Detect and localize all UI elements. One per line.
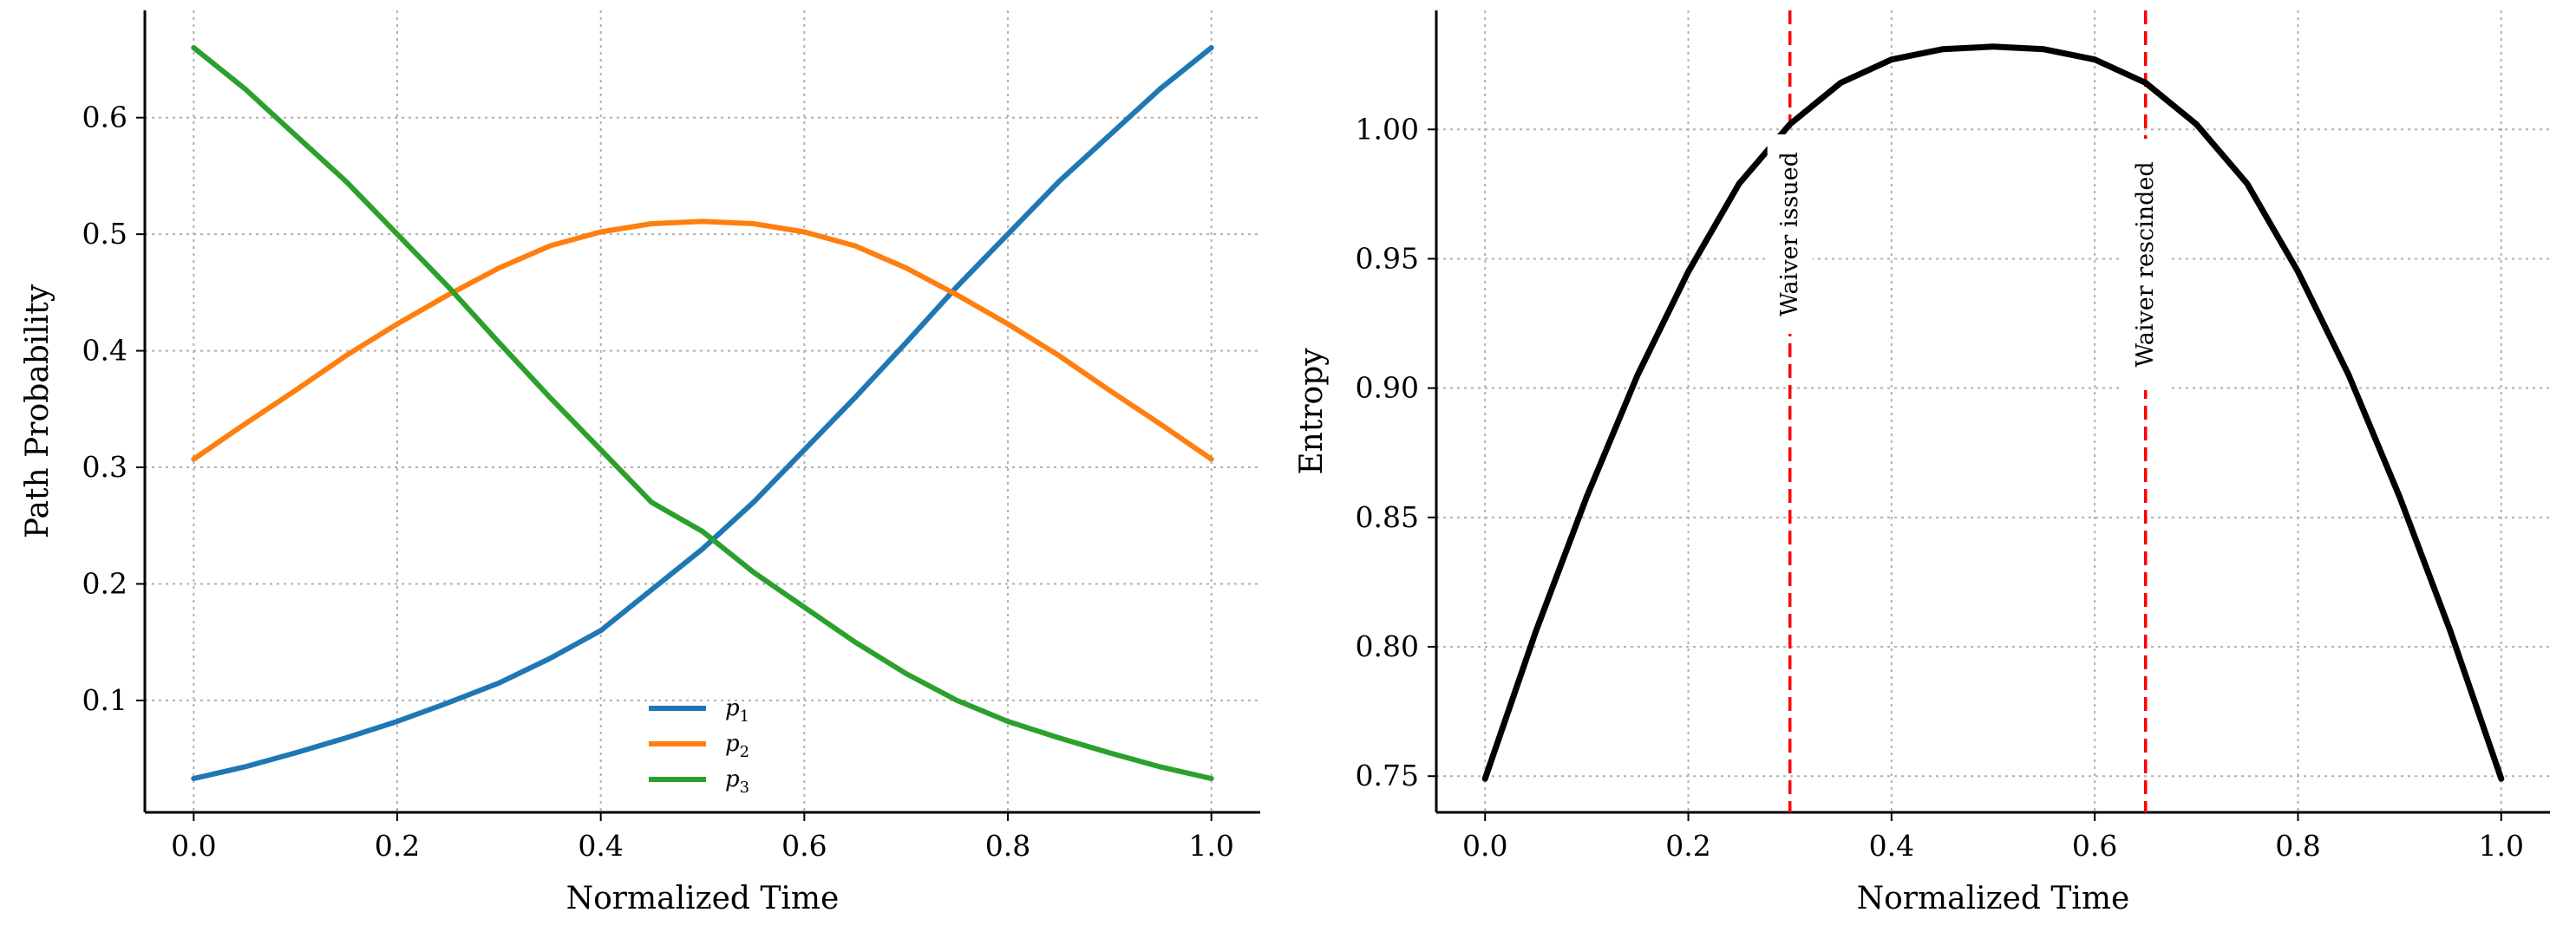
legend-label-name: p [725,695,740,721]
x-tick-label: 0.2 [1665,829,1710,863]
legend-label: p1 [725,695,749,726]
y-axis-title: Entropy [1294,348,1330,475]
annotation-label: Waiver rescinded [2132,161,2159,367]
annotation-box [2122,139,2168,390]
series-line [191,45,1214,781]
y-tick-label: 0.3 [82,450,127,484]
legend-label: p3 [725,766,749,797]
y-tick-label: 0.4 [82,334,127,368]
x-tick-label: 0.8 [2275,829,2320,863]
x-tick-label: 0.0 [1462,829,1507,863]
x-tick-label: 0.0 [171,829,216,863]
x-axis-title: Normalized Time [566,881,840,916]
annotation-box [1767,134,1813,334]
y-tick-label: 0.5 [82,217,127,251]
y-tick-label: 0.95 [1356,241,1419,275]
x-tick-label: 0.6 [2072,829,2117,863]
x-axis-title: Normalized Time [1857,881,2130,916]
legend-label-subscript: 3 [740,779,749,797]
y-tick-label: 0.1 [82,683,127,717]
y-tick-label: 0.90 [1356,371,1419,405]
legend-label: p2 [725,731,749,761]
path-probability-panel: 0.0 0.2 0.4 0.6 0.8 1.0 0.1 0.2 0.3 0.4 0.5 0.6 Norm… [20,10,1260,916]
x-tick-label: 0.4 [1869,829,1914,863]
series-line [191,45,1214,781]
series-line [1481,43,2505,782]
x-tick-label: 0.2 [375,829,420,863]
y-tick-label: 1.00 [1356,112,1419,146]
x-tick-label: 1.0 [1188,829,1233,863]
legend-label-name: p [725,731,740,757]
x-tick-label: 0.8 [985,829,1030,863]
legend-label-subscript: 2 [740,743,749,761]
y-tick-label: 0.6 [82,101,127,134]
legend-label-subscript: 1 [740,707,749,726]
y-axis-title: Path Probability [20,284,56,538]
y-tick-label: 0.80 [1356,629,1419,663]
y-tick-label: 0.75 [1356,759,1419,792]
annotation-label: Waiver issued [1776,152,1803,316]
y-tick-label: 0.85 [1356,500,1419,534]
x-tick-label: 0.4 [578,829,623,863]
series-line [191,218,1214,462]
legend-label-name: p [725,766,740,792]
x-tick-label: 0.6 [781,829,827,863]
entropy-panel: 0.0 0.2 0.4 0.6 0.8 1.0 0.75 0.80 0.85 0.90 0.95 1.… [1294,10,2550,916]
x-tick-label: 1.0 [2479,829,2524,863]
y-tick-label: 0.2 [82,566,127,600]
